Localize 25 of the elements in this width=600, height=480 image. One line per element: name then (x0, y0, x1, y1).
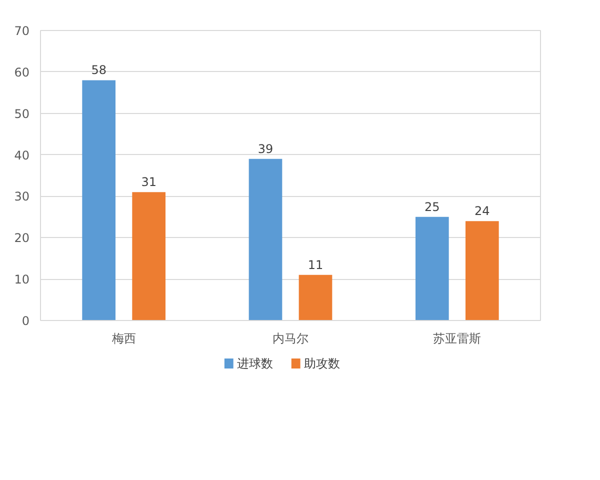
data-label: 11 (308, 258, 324, 272)
bar (82, 80, 116, 320)
data-label: 25 (424, 200, 440, 214)
bar (132, 192, 166, 320)
data-label: 31 (141, 175, 156, 190)
bar (416, 216, 449, 320)
bar (298, 274, 332, 320)
y-tick-label: 60 (14, 65, 30, 80)
data-label: 24 (474, 204, 490, 218)
y-tick-label: 40 (14, 148, 30, 162)
y-tick-label: 50 (14, 106, 30, 121)
y-tick-label: 70 (14, 24, 30, 38)
data-label: 39 (258, 142, 274, 156)
y-tick-label: 0 (22, 314, 30, 328)
y-tick-label: 10 (14, 272, 30, 287)
y-tick-label: 30 (14, 190, 30, 204)
x-tick-label: 梅西 (110, 332, 136, 346)
legend-label: 进球数 (236, 356, 273, 370)
bar (466, 221, 499, 320)
y-tick-label: 20 (14, 231, 30, 246)
x-tick-label: 内马尔 (272, 332, 308, 346)
legend-label: 助攻数 (304, 356, 340, 370)
x-tick-label: 苏亚雷斯 (433, 332, 482, 346)
bar (248, 158, 282, 320)
data-label: 58 (91, 63, 106, 78)
